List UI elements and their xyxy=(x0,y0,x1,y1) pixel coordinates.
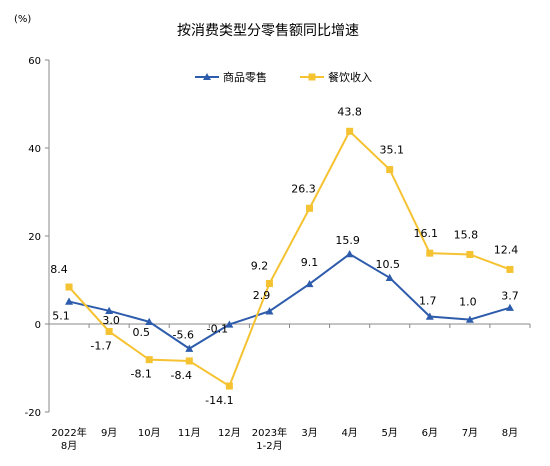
data-label: -14.1 xyxy=(205,394,233,407)
x-tick-label: 4月 xyxy=(341,427,357,439)
data-point-marker xyxy=(506,265,514,273)
data-point-marker xyxy=(385,273,394,281)
data-point-marker xyxy=(305,279,314,288)
data-point-marker xyxy=(265,307,274,315)
data-point-marker xyxy=(466,250,474,258)
data-point-marker xyxy=(225,320,234,328)
data-point-marker xyxy=(185,357,193,365)
data-label: 15.9 xyxy=(335,234,360,247)
data-point-marker xyxy=(265,280,273,288)
data-label: 5.1 xyxy=(52,310,70,323)
data-point-marker xyxy=(346,127,354,135)
y-tick-label: 20 xyxy=(28,232,41,243)
x-tick-label: 2023年 xyxy=(252,426,287,439)
legend-marker xyxy=(308,73,316,81)
chart-title: 按消费类型分零售额同比增速 xyxy=(177,23,359,39)
data-label: 9.2 xyxy=(251,260,269,273)
legend: 商品零售 餐饮收入 xyxy=(195,70,372,84)
data-point-marker xyxy=(345,250,354,258)
data-label: -5.6 xyxy=(173,329,194,342)
data-point-marker xyxy=(145,356,153,364)
data-label: 3.0 xyxy=(102,314,120,327)
data-point-marker xyxy=(225,382,233,390)
data-label: -1.7 xyxy=(90,339,111,352)
x-tick-label: 1-2月 xyxy=(256,440,282,452)
data-point-marker xyxy=(505,303,514,311)
data-point-marker xyxy=(105,327,113,335)
x-tick-label: 8月 xyxy=(61,440,77,452)
x-tick-label: 7月 xyxy=(462,427,478,439)
x-tick-label: 10月 xyxy=(138,427,161,439)
data-point-marker xyxy=(65,283,73,291)
data-label: 9.1 xyxy=(301,256,319,269)
legend-marker xyxy=(203,73,211,80)
x-tick-label: 6月 xyxy=(422,427,438,439)
data-label: 1.0 xyxy=(459,296,477,309)
data-point-marker xyxy=(426,249,434,257)
data-label: 3.7 xyxy=(501,290,519,303)
data-label: 8.4 xyxy=(50,263,68,276)
data-label: 0.5 xyxy=(132,326,150,339)
series-line-catering xyxy=(68,129,511,388)
data-label: 15.8 xyxy=(454,228,479,241)
data-point-marker xyxy=(185,344,194,352)
data-point-marker xyxy=(306,204,314,212)
data-point-marker xyxy=(425,312,434,320)
x-tick-label: 9月 xyxy=(101,427,117,439)
x-tick-label: 12月 xyxy=(218,427,241,439)
data-point-marker xyxy=(465,315,474,323)
data-label: -0.1 xyxy=(207,322,228,335)
data-point-marker xyxy=(105,306,114,314)
x-tick-label: 5月 xyxy=(382,427,398,439)
data-label: 10.5 xyxy=(375,258,400,271)
y-tick-label: 40 xyxy=(28,144,41,155)
data-point-marker xyxy=(386,166,394,174)
data-label: 35.1 xyxy=(379,144,404,157)
data-label: -8.1 xyxy=(130,368,151,381)
y-tick-label: 60 xyxy=(28,56,41,67)
legend-label: 餐饮收入 xyxy=(328,70,372,84)
data-label: 1.7 xyxy=(419,295,437,308)
data-point-marker xyxy=(65,297,74,305)
data-labels-layer: 5.1 3.0 0.5 -5.6 -0.1 2.9 9.1 15.9 10.5 1.7 1.0 3.7… xyxy=(50,105,518,407)
x-tick-label: 2022年 xyxy=(51,426,86,439)
x-tick-label: 11月 xyxy=(178,427,201,439)
y-tick-label: 0 xyxy=(35,320,41,331)
data-label: 26.3 xyxy=(291,182,316,195)
data-label: -8.4 xyxy=(171,369,192,382)
data-label: 2.9 xyxy=(253,289,271,302)
series-line-retail xyxy=(68,252,511,350)
data-label: 12.4 xyxy=(494,243,519,256)
data-label: 16.1 xyxy=(414,227,439,240)
y-axis-unit-label: (%) xyxy=(14,14,31,25)
x-tick-label: 8月 xyxy=(502,427,518,439)
data-label: 43.8 xyxy=(337,105,362,118)
y-tick-label: -20 xyxy=(25,408,41,419)
x-tick-label: 3月 xyxy=(301,427,317,439)
legend-label: 商品零售 xyxy=(223,70,267,84)
series-layer xyxy=(65,127,514,390)
data-point-marker xyxy=(145,317,154,325)
